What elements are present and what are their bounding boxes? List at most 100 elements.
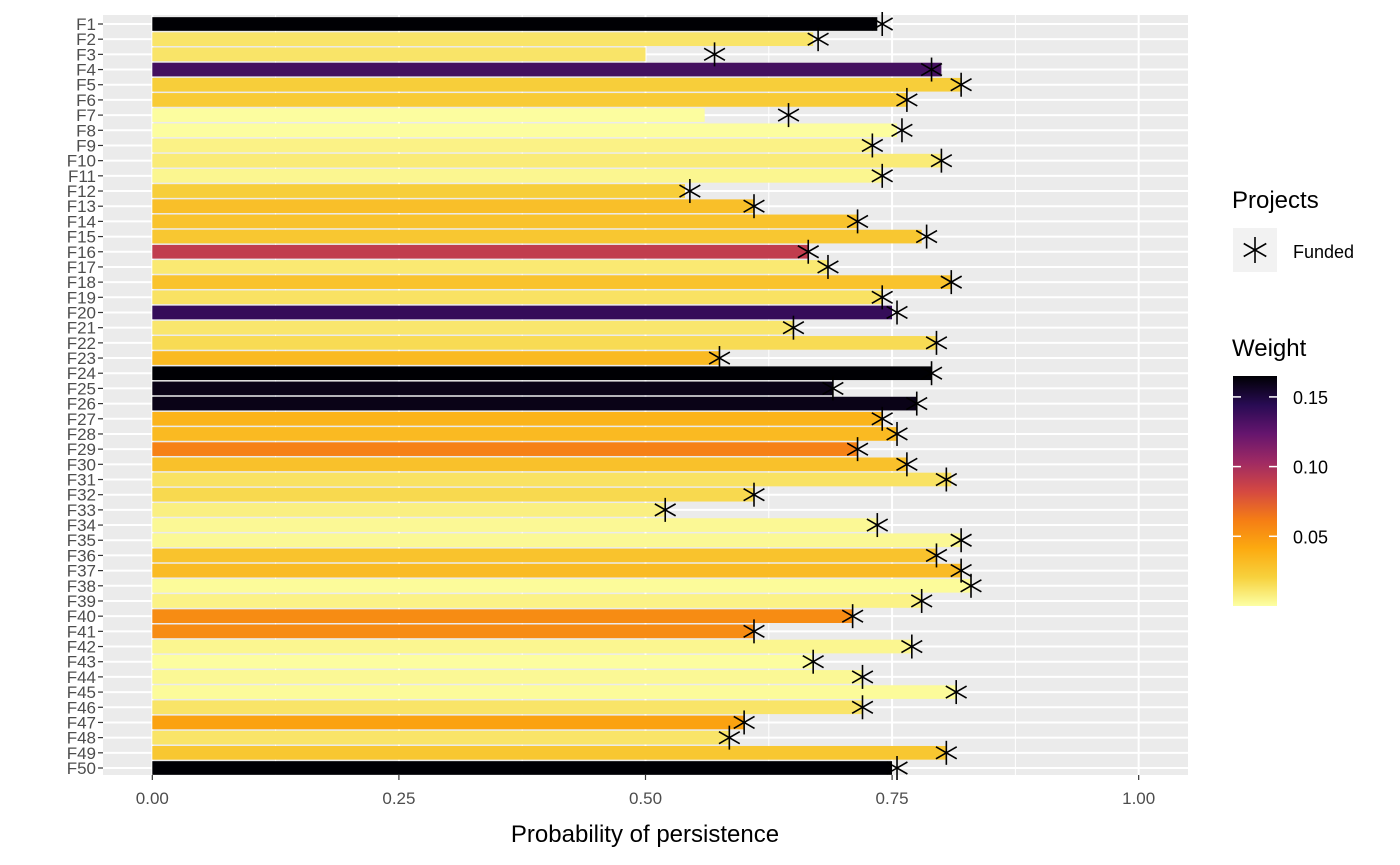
- funded-marker: [945, 680, 967, 705]
- y-tick-label: F24: [67, 364, 96, 383]
- funded-marker: [935, 467, 958, 492]
- bar: [152, 184, 685, 198]
- funded-marker: [743, 482, 765, 507]
- funded-marker: [743, 194, 765, 219]
- y-tick-label: F48: [67, 729, 96, 748]
- funded-marker: [896, 87, 918, 112]
- y-tick-label: F27: [67, 410, 96, 429]
- y-tick-label: F46: [67, 698, 96, 717]
- bar: [152, 457, 907, 472]
- y-tick-label: F12: [67, 182, 96, 201]
- bar: [152, 685, 957, 699]
- y-tick-label: F1: [76, 15, 96, 34]
- bar: [152, 730, 730, 745]
- y-tick-label: F41: [67, 622, 96, 641]
- bar: [152, 93, 907, 107]
- y-tick-label: F6: [76, 91, 96, 110]
- bar: [152, 32, 814, 47]
- funded-marker: [846, 209, 869, 234]
- funded-marker: [896, 452, 918, 477]
- funded-marker: [930, 148, 953, 173]
- legend-funded-label: Funded: [1293, 242, 1354, 262]
- funded-marker: [886, 756, 908, 780]
- y-tick-label: F4: [76, 61, 96, 80]
- funded-marker: [708, 346, 731, 371]
- x-tick-label: 0.25: [382, 789, 415, 808]
- bar: [152, 427, 898, 441]
- y-tick-label: F39: [67, 592, 96, 611]
- y-tick-label: F10: [67, 152, 96, 171]
- y-tick-label: F14: [67, 212, 96, 231]
- funded-marker: [733, 710, 755, 735]
- bar: [152, 153, 942, 168]
- y-tick-label: F28: [67, 425, 96, 444]
- funded-marker: [703, 42, 726, 67]
- funded-marker: [851, 664, 874, 689]
- funded-marker: [817, 254, 839, 279]
- bar: [152, 275, 952, 289]
- bar: [152, 305, 893, 320]
- y-tick-label: F11: [68, 167, 96, 186]
- funded-marker: [654, 497, 677, 522]
- funded-marker: [886, 300, 908, 325]
- x-tick-label: 0.50: [629, 789, 662, 808]
- y-tick-label: F50: [67, 759, 96, 778]
- funded-marker: [891, 118, 913, 143]
- funded-marker: [841, 604, 864, 629]
- y-tick-label: F32: [67, 486, 96, 505]
- bar: [152, 670, 863, 684]
- bar: [152, 518, 878, 532]
- y-tick-label: F29: [67, 440, 96, 459]
- y-tick-label: F37: [67, 562, 96, 581]
- funded-marker: [866, 513, 889, 538]
- funded-marker: [871, 285, 894, 310]
- x-tick-label: 0.75: [876, 789, 909, 808]
- y-tick-label: F13: [67, 197, 96, 216]
- bar: [152, 654, 814, 669]
- bar: [152, 336, 937, 350]
- legend-projects: Projects Funded: [1232, 187, 1354, 272]
- bar: [152, 62, 942, 77]
- funded-marker: [846, 437, 869, 462]
- bar: [152, 472, 952, 487]
- colorbar-tick-label: 0.10: [1293, 458, 1328, 478]
- y-tick-label: F31: [67, 471, 96, 490]
- funded-marker: [782, 315, 805, 340]
- x-axis-title: Probability of persistence: [511, 821, 779, 848]
- x-tick-label: 0.00: [136, 789, 169, 808]
- funded-marker: [915, 224, 938, 249]
- funded-marker: [871, 406, 894, 431]
- funded-marker: [797, 239, 820, 264]
- y-tick-label: F17: [67, 258, 96, 277]
- y-tick-label: F3: [76, 45, 96, 64]
- funded-marker: [777, 103, 800, 128]
- funded-marker: [871, 163, 894, 188]
- y-tick-label: F44: [67, 668, 96, 687]
- bar: [152, 745, 947, 760]
- bar: [152, 715, 745, 730]
- bar: [152, 411, 883, 426]
- bar: [152, 47, 646, 62]
- x-tick-label: 1.00: [1122, 789, 1155, 808]
- y-tick-label: F22: [67, 334, 96, 353]
- y-tick-label: F2: [76, 30, 96, 49]
- colorbar-tick-label: 0.05: [1293, 527, 1328, 547]
- y-tick-label: F43: [67, 653, 96, 672]
- bar: [152, 260, 828, 274]
- y-tick-label: F9: [76, 136, 96, 155]
- funded-marker: [905, 391, 928, 416]
- bar: [152, 214, 858, 229]
- y-tick-label: F34: [67, 516, 96, 535]
- funded-marker: [925, 543, 948, 568]
- y-tick-label: F42: [67, 638, 96, 657]
- y-tick-label: F38: [67, 577, 96, 596]
- y-tick-label: F26: [67, 395, 96, 414]
- bar: [152, 290, 883, 305]
- y-tick-label: F16: [67, 243, 96, 262]
- y-tick-label: F23: [67, 349, 96, 368]
- legend-projects-title: Projects: [1232, 187, 1319, 214]
- bar: [152, 381, 833, 396]
- bar: [152, 609, 853, 623]
- funded-marker: [802, 649, 824, 674]
